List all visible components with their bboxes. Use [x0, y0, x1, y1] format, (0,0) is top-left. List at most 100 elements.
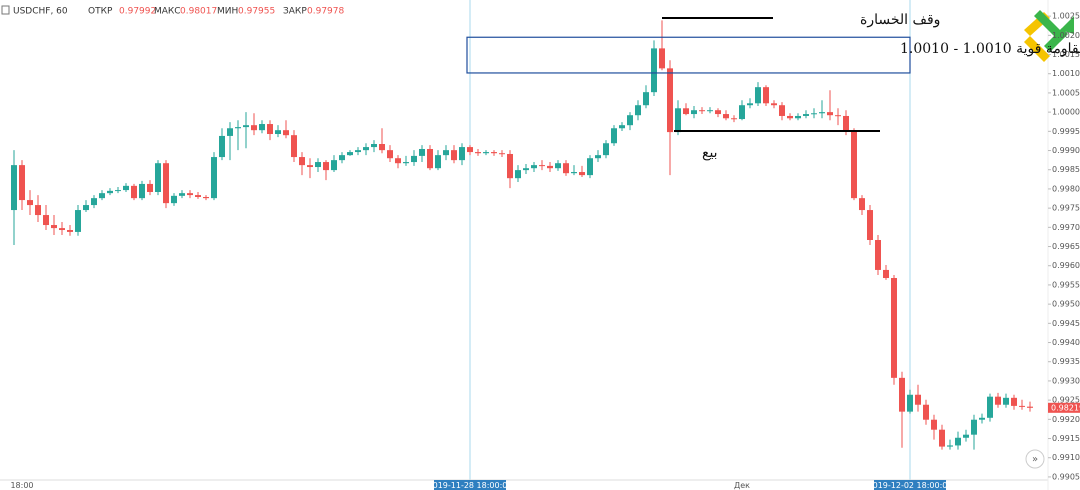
- candle-body: [483, 152, 489, 154]
- candle-body: [19, 165, 25, 201]
- x-label-box: [874, 480, 946, 490]
- candle-body: [963, 434, 969, 438]
- resistance-label: منطقة مقاومة قوية 1.0010 - 1.0010: [900, 41, 1080, 57]
- candle-body: [835, 115, 841, 117]
- candle-body: [131, 185, 137, 199]
- candle-body: [739, 105, 745, 120]
- candle-body: [187, 193, 193, 196]
- candle-body: [699, 110, 705, 112]
- candle-body: [123, 185, 129, 191]
- candle-body: [227, 128, 233, 136]
- candle-body: [587, 158, 593, 176]
- candle-body: [267, 124, 273, 135]
- candle-body: [763, 87, 769, 104]
- candle-body: [251, 125, 257, 131]
- candle-body: [723, 114, 729, 119]
- candle-body: [1019, 405, 1025, 407]
- candle-body: [379, 144, 385, 151]
- candle-body: [67, 230, 73, 232]
- candle-body: [275, 130, 281, 135]
- candle-body: [347, 152, 353, 156]
- candle-body: [27, 200, 33, 206]
- candle-body: [819, 112, 825, 114]
- resistance-zone: [466, 36, 911, 74]
- candle-body: [643, 92, 649, 106]
- candle-body: [59, 228, 65, 231]
- candle-body: [139, 183, 145, 199]
- candle-body: [355, 150, 361, 153]
- candle-body: [867, 210, 873, 240]
- candle-body: [891, 278, 897, 378]
- x-tick-label: 18:00: [10, 481, 33, 490]
- candle-body: [323, 162, 329, 171]
- candle-body: [883, 269, 889, 279]
- candle-body: [467, 147, 473, 153]
- collapse-icon[interactable]: [1, 5, 10, 15]
- candle-body: [859, 198, 865, 211]
- candle-body: [43, 215, 49, 226]
- candle-body: [331, 160, 337, 171]
- candle-body: [811, 113, 817, 115]
- plot-area: [11, 0, 1033, 480]
- candle-body: [875, 240, 881, 270]
- close-value: 0.97978: [307, 7, 344, 17]
- candle-body: [195, 195, 201, 197]
- x-tick-label: 2019-12-02 18:00:00: [868, 481, 953, 490]
- low-value: 0.97955: [238, 7, 275, 17]
- candle-body: [651, 48, 657, 93]
- candle-body: [411, 155, 417, 163]
- candle-body: [515, 170, 521, 179]
- candle-body: [827, 112, 833, 116]
- x-label-box: [434, 480, 506, 490]
- candle-body: [731, 118, 737, 120]
- low-label: МИН: [217, 7, 238, 17]
- candle-body: [459, 147, 465, 161]
- candle-body: [691, 110, 697, 115]
- candle-body: [979, 417, 985, 420]
- candle-body: [499, 153, 505, 155]
- candle-body: [755, 87, 761, 104]
- candle-body: [387, 150, 393, 159]
- candle-body: [371, 144, 377, 148]
- candle-body: [547, 165, 553, 169]
- open-value: 0.97992: [119, 7, 156, 17]
- last-price-label: 0.98219: [1051, 403, 1080, 412]
- candle-body: [219, 135, 225, 158]
- candle-body: [163, 163, 169, 204]
- candle-body: [315, 162, 321, 168]
- candle-body: [843, 115, 849, 131]
- candle-body: [803, 114, 809, 116]
- candle-body: [579, 172, 585, 176]
- candle-body: [11, 165, 17, 211]
- candle-body: [555, 163, 561, 169]
- y-tick-label: 1.00200: [1052, 31, 1080, 40]
- candle-body: [339, 155, 345, 161]
- candle-body: [147, 183, 153, 192]
- candle-body: [747, 103, 753, 106]
- candle-body: [83, 205, 89, 211]
- candle-body: [507, 153, 513, 179]
- candle-body: [1027, 406, 1033, 408]
- candle-body: [915, 394, 921, 405]
- sell-label: بيع: [702, 145, 718, 161]
- logo: [1024, 10, 1074, 62]
- candle-body: [235, 127, 241, 129]
- candle-body: [155, 163, 161, 192]
- scroll-button[interactable]: [1025, 449, 1045, 469]
- symbol: USDCHF, 60: [13, 7, 68, 17]
- candle-body: [531, 165, 537, 169]
- candle-body: [427, 148, 433, 169]
- candle-body: [779, 105, 785, 116]
